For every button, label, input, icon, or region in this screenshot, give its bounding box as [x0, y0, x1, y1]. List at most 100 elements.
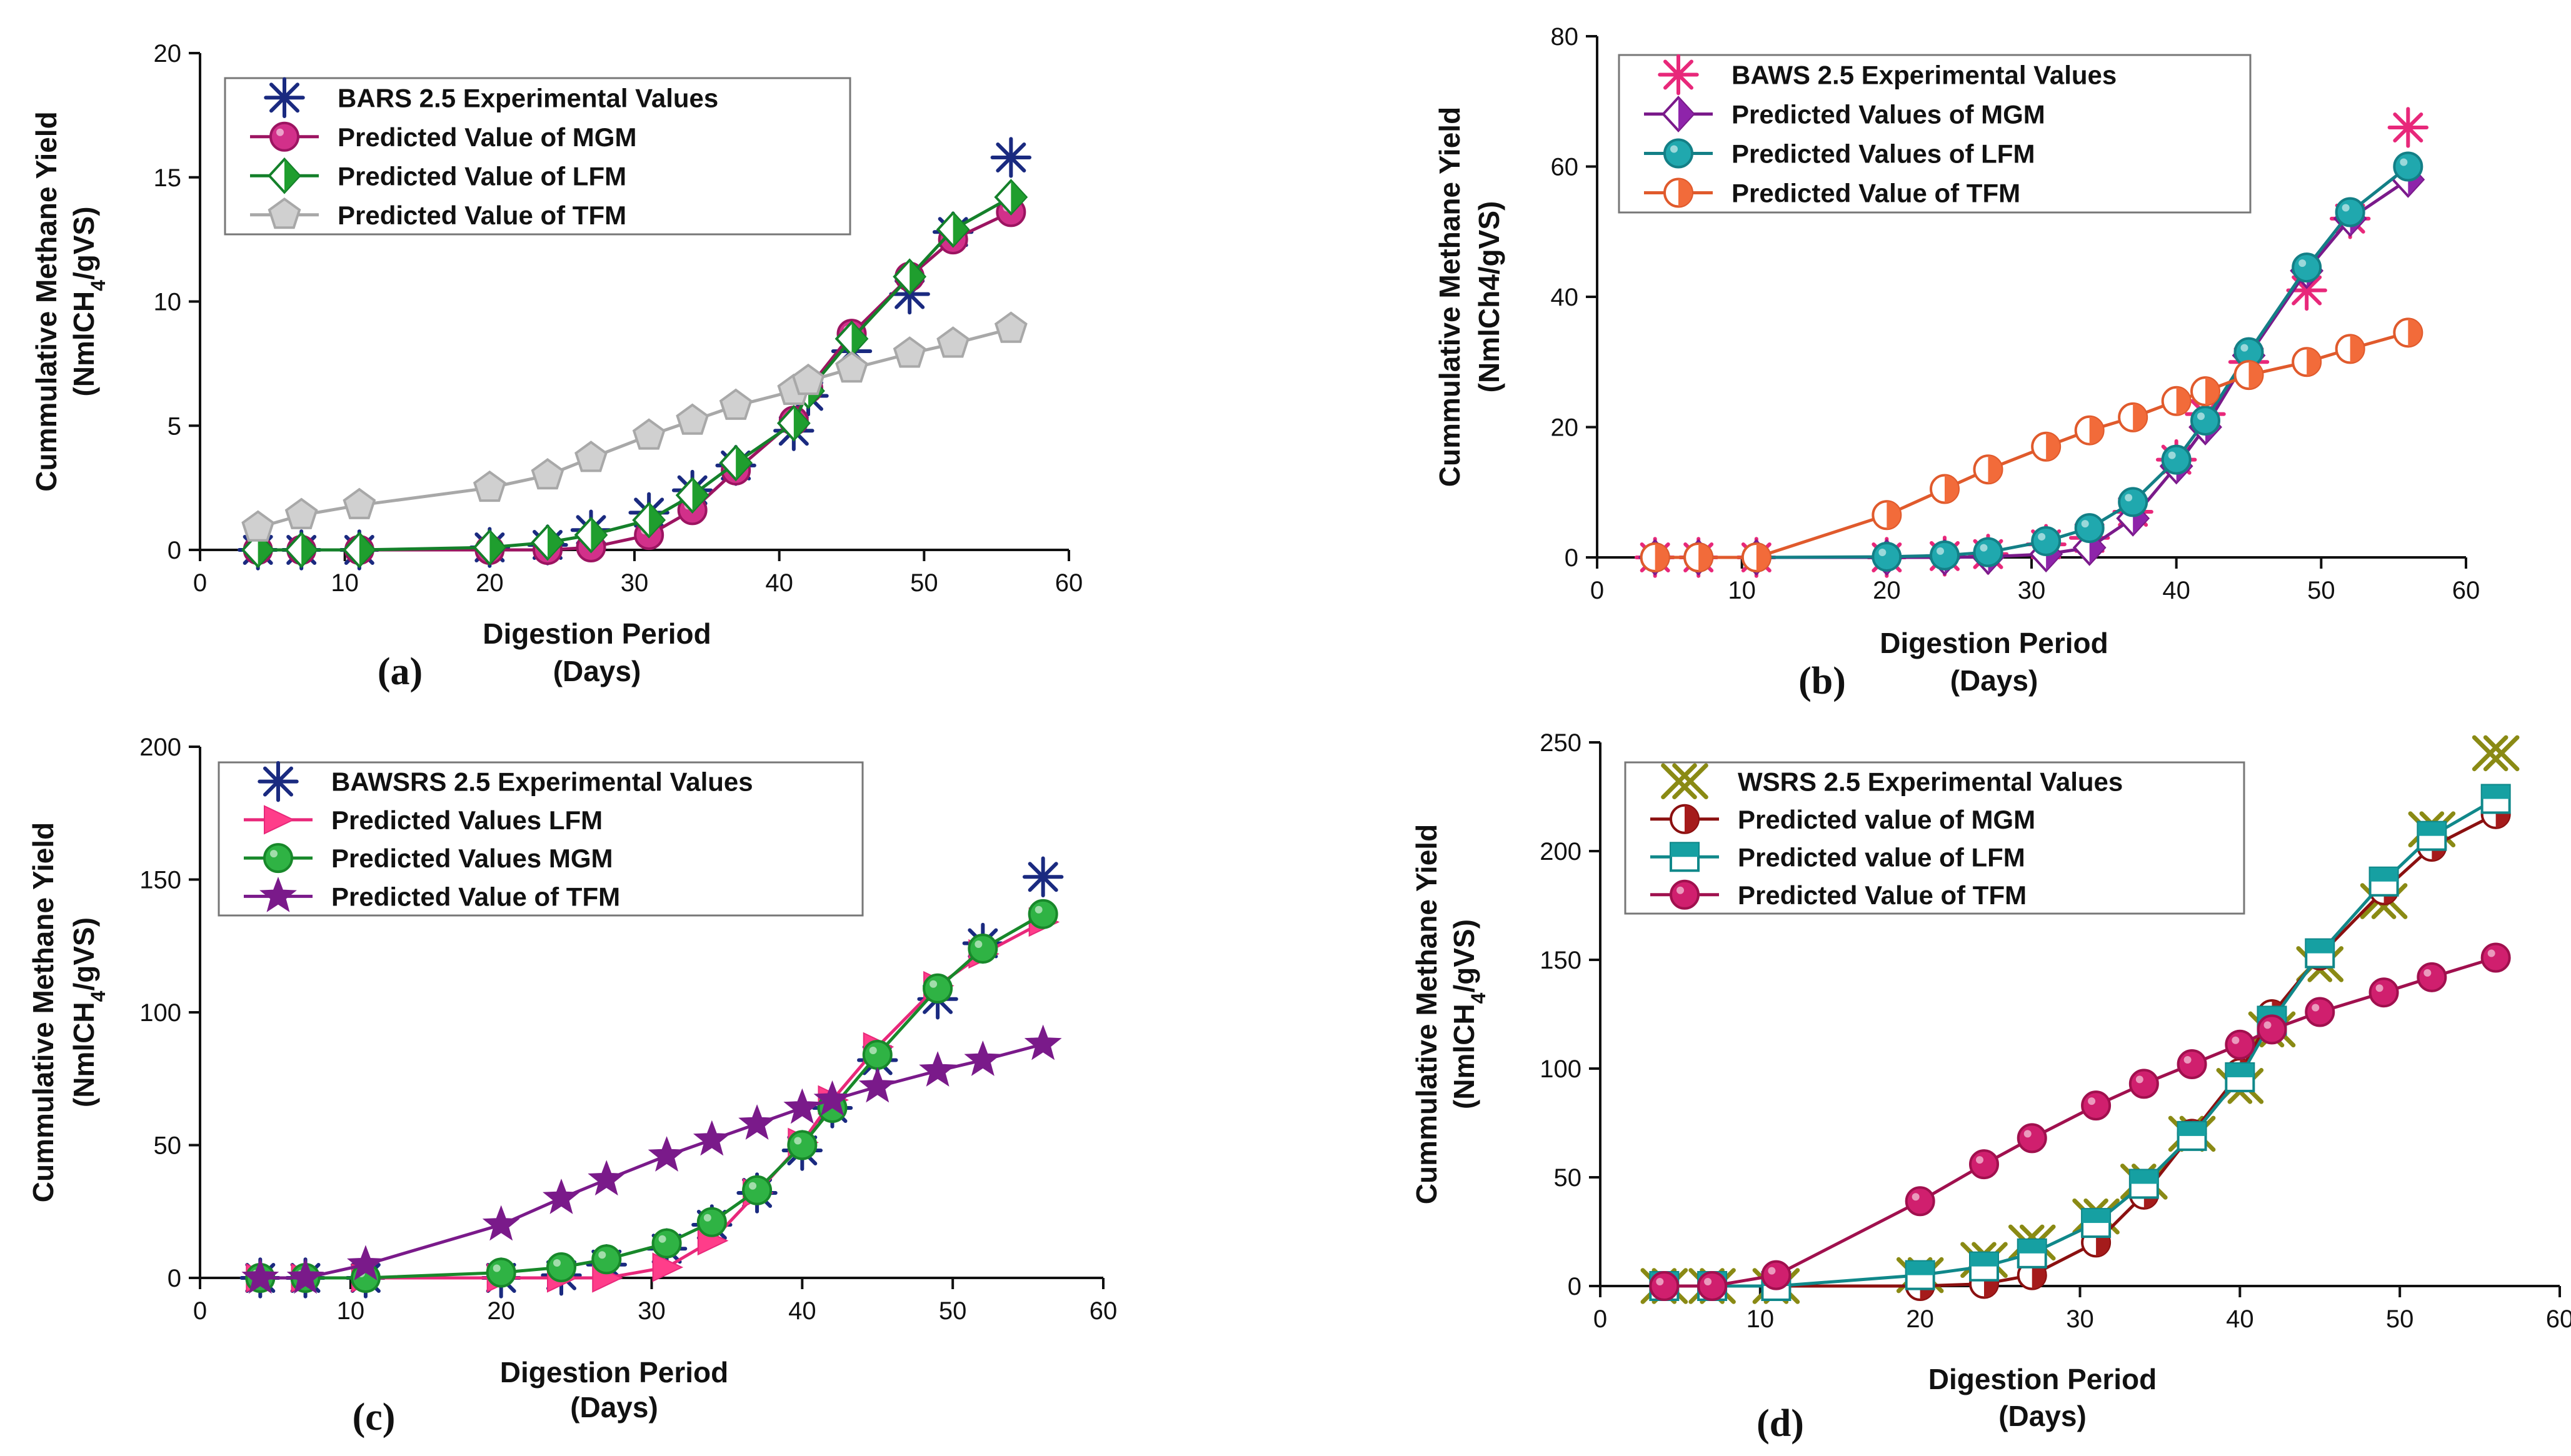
data-point [2177, 1120, 2207, 1151]
data-point [1683, 542, 1714, 572]
legend: BARS 2.5 Experimental Values Predicted Va… [224, 77, 851, 236]
data-point [675, 477, 709, 514]
data-point [1697, 1271, 1728, 1301]
data-point [241, 510, 275, 542]
x-tick-label: 10 [1747, 1305, 1775, 1333]
y-axis-title: Cummulative Methane Yield [1410, 824, 1443, 1204]
y-tick-label: 15 [154, 164, 182, 192]
y-tick-label: 40 [1551, 284, 1579, 311]
data-point [2081, 1090, 2112, 1121]
legend-entry: Predicted Values of MGM [1732, 100, 2045, 129]
data-point [2335, 334, 2365, 364]
data-point [742, 1175, 773, 1205]
series-line [1664, 956, 2497, 1288]
data-point [964, 1040, 1002, 1076]
x-tick-label: 10 [1728, 577, 1756, 604]
data-point [2472, 735, 2520, 772]
data-point [2393, 151, 2423, 182]
data-point [2128, 1169, 2159, 1199]
data-point [473, 470, 506, 502]
data-point [923, 973, 953, 1004]
data-point [2177, 1049, 2207, 1080]
y-tick-label: 250 [1540, 729, 1581, 757]
legend-symbol [1663, 177, 1693, 208]
y-tick-label: 100 [1540, 1055, 1581, 1083]
data-point [719, 444, 753, 482]
data-point [1872, 500, 1902, 531]
x-axis-unit: (Days) [570, 1391, 658, 1424]
legend-symbol [268, 197, 301, 229]
panel-label: (d) [1757, 1402, 1804, 1445]
data-point [858, 1067, 896, 1103]
data-point [482, 1205, 520, 1241]
data-point [994, 179, 1028, 216]
y-tick-label: 60 [1551, 154, 1579, 181]
data-point [919, 1051, 956, 1087]
data-point [835, 351, 868, 383]
x-tick-label: 0 [193, 1297, 207, 1325]
legend-entry: BAWS 2.5 Experimental Values [1732, 61, 2117, 90]
series-3 [245, 899, 1058, 1293]
legend-symbol [1670, 879, 1700, 910]
legend-entry: Predicted Value of LFM [338, 161, 626, 191]
legend-entry: WSRS 2.5 Experimental Values [1738, 767, 2123, 796]
data-point [2190, 376, 2220, 407]
chart-panel-c: 0 10 20 30 40 50 60 0 50 100 150 200 Digestion Perio… [27, 734, 1117, 1439]
data-point [696, 1207, 727, 1237]
x-tick-label: 30 [621, 569, 649, 597]
data-point [2074, 415, 2105, 446]
data-point [1905, 1260, 1935, 1290]
legend: BAWS 2.5 Experimental Values Predicted Va… [1618, 54, 2252, 214]
data-point [2081, 1208, 2112, 1239]
series-3 [241, 179, 1028, 569]
y-axis-title: Cummulative Methane Yield [27, 822, 59, 1202]
x-tick-label: 50 [2307, 577, 2335, 604]
data-point [2118, 402, 2148, 432]
legend-symbol [259, 876, 297, 912]
data-point [2233, 360, 2264, 391]
x-tick-label: 60 [2452, 577, 2480, 604]
x-tick-label: 30 [638, 1297, 666, 1325]
data-point [1024, 1024, 1062, 1060]
y-tick-label: 0 [168, 1265, 181, 1292]
y-tick-label: 0 [1568, 1273, 1581, 1300]
x-tick-label: 20 [1906, 1305, 1934, 1333]
y-axis-title: Cummulative Methane Yield [30, 111, 63, 491]
data-point [347, 1245, 384, 1281]
data-point [1649, 1271, 1680, 1301]
data-point [2031, 526, 2062, 556]
data-point [1761, 1260, 1792, 1290]
data-point [286, 1258, 324, 1294]
x-axis-unit: (Days) [553, 655, 641, 687]
data-point [1022, 856, 1064, 897]
x-tick-label: 10 [337, 1297, 365, 1325]
legend-entry: Predicted value of LFM [1738, 842, 2025, 872]
data-point [2161, 444, 2192, 475]
data-point [2074, 513, 2105, 544]
data-point [791, 363, 825, 396]
legend-symbol [264, 77, 305, 118]
legend-entry: Predicted value of MGM [1738, 805, 2035, 834]
data-point [1930, 474, 1960, 504]
series-4 [1640, 317, 2423, 572]
data-point [574, 441, 608, 472]
data-point [936, 326, 970, 358]
x-tick-label: 20 [487, 1297, 515, 1325]
data-point [1973, 454, 2003, 485]
data-point [632, 501, 666, 539]
legend-symbol [1663, 138, 1693, 169]
legend-symbol [258, 760, 299, 802]
y-axis-unit: (NmlCH4/gVS) [68, 206, 109, 396]
data-point [2017, 1238, 2047, 1269]
data-point [531, 524, 564, 561]
y-axis-unit: (NmlCH4/gVS) [68, 917, 109, 1107]
data-point [776, 404, 811, 442]
legend-symbol [269, 121, 299, 152]
legend-entry: Predicted Value of TFM [1738, 880, 2027, 910]
data-point [241, 531, 275, 569]
legend-entry: Predicted Values LFM [331, 805, 603, 835]
x-tick-label: 30 [2018, 577, 2046, 604]
legend-symbol [1661, 96, 1695, 132]
data-point [1640, 542, 1670, 572]
data-point [2031, 431, 2062, 462]
